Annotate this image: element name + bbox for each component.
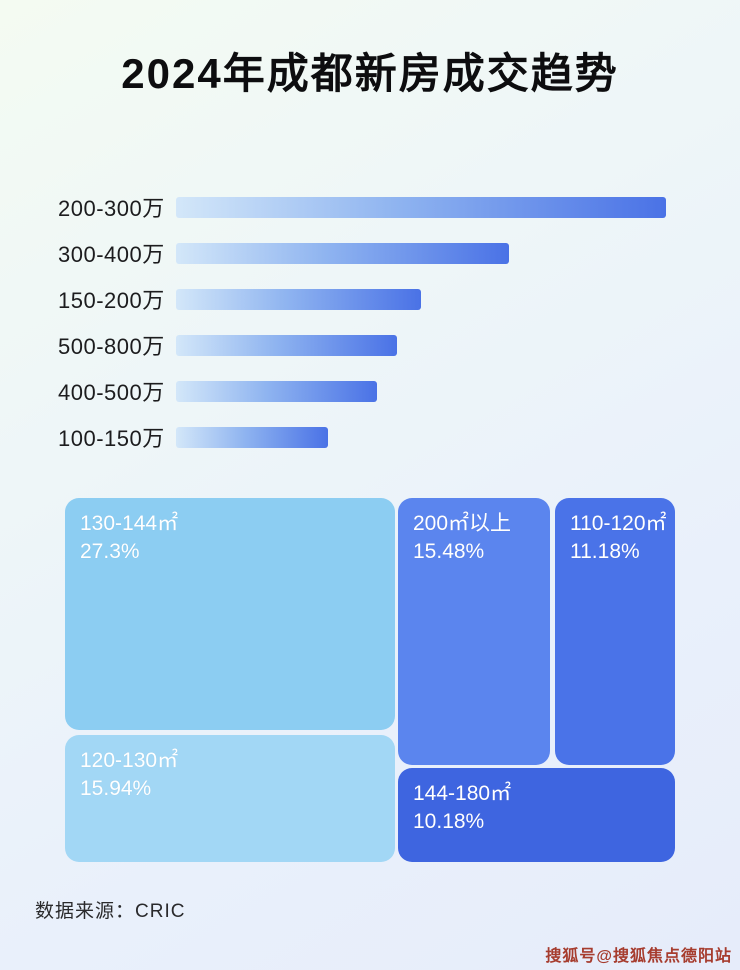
treemap-label: 144-180㎡ [413,782,512,805]
bar-row: 150-200万 [58,276,682,322]
treemap-value: 15.48% [413,540,485,564]
area-segment-treemap: 130-144㎡ 27.3% 120-130㎡ 15.94% 200㎡以上 15… [65,498,675,862]
bar [176,380,377,402]
treemap-value: 27.3% [80,540,140,564]
treemap-label: 130-144㎡ [80,512,179,535]
bar-track [176,288,666,310]
bar-label: 500-800万 [58,334,165,359]
treemap-label: 120-130㎡ [80,749,179,772]
bar-track [176,242,666,264]
watermark: 搜狐号@搜狐焦点德阳站 [545,948,732,965]
bar-row: 500-800万 [58,322,682,368]
bar [176,196,666,218]
bar-track [176,426,666,448]
treemap-value: 15.94% [80,777,152,801]
bar-track [176,196,666,218]
bar [176,288,421,310]
treemap-label: 200㎡以上 [413,512,512,535]
treemap-block-200-plus: 200㎡以上 15.48% [398,498,550,765]
bar-track [176,380,666,402]
treemap-block-120-130: 120-130㎡ 15.94% [65,735,395,862]
bar [176,334,397,356]
page-title: 2024年成都新房成交趋势 [121,50,619,97]
treemap-value: 10.18% [413,810,485,834]
bar-track [176,334,666,356]
bar-label: 300-400万 [58,242,165,267]
bar-row: 400-500万 [58,368,682,414]
bar-row: 300-400万 [58,230,682,276]
bar-label: 100-150万 [58,426,165,451]
bar-row: 200-300万 [58,184,682,230]
bar-label: 200-300万 [58,196,165,221]
data-source-note: 数据来源：CRIC [35,901,186,922]
bar-label: 400-500万 [58,380,165,405]
treemap-block-144-180: 144-180㎡ 10.18% [398,768,675,862]
treemap-value: 11.18% [570,540,640,564]
price-range-bar-chart: 200-300万 300-400万 150-200万 500-800万 400-… [58,184,682,460]
bar-row: 100-150万 [58,414,682,460]
bar-label: 150-200万 [58,288,165,313]
treemap-block-110-120: 110-120㎡ 11.18% [555,498,675,765]
bar [176,242,510,264]
treemap-label: 110-120㎡ [570,512,667,535]
treemap-block-130-144: 130-144㎡ 27.3% [65,498,395,730]
bar [176,426,328,448]
